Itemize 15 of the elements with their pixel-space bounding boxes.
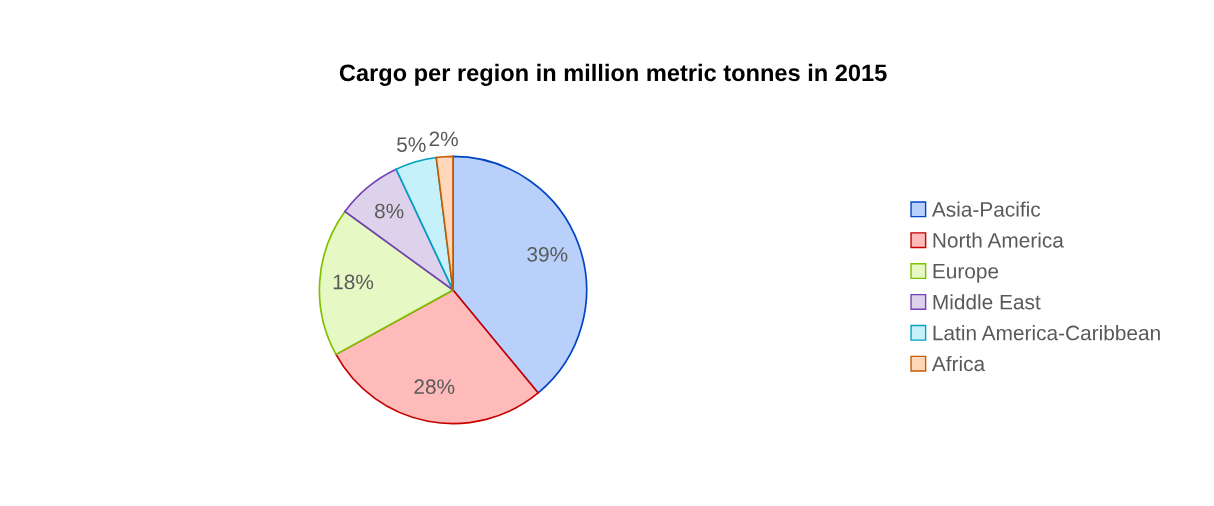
pie-slice	[335, 289, 539, 425]
data-label: 39%	[527, 246, 568, 262]
legend-label: North America	[933, 232, 1064, 248]
legend-label: Africa	[931, 355, 986, 372]
data-label: 8%	[374, 203, 404, 219]
data-label: 18%	[333, 274, 374, 290]
legend-label: Latin America-Caribbean	[933, 325, 1160, 341]
data-label: 2%	[429, 131, 458, 147]
legend-label: Asia-Pacific	[931, 201, 1041, 217]
chart-title: Cargo per region in million metric tonnes in 2015	[339, 63, 887, 86]
legend-label: Middle East	[933, 294, 1041, 310]
data-label: 28%	[414, 379, 455, 395]
pie-slice	[435, 155, 454, 291]
legend-label: Europe	[933, 264, 999, 283]
data-label: 5%	[397, 137, 426, 152]
